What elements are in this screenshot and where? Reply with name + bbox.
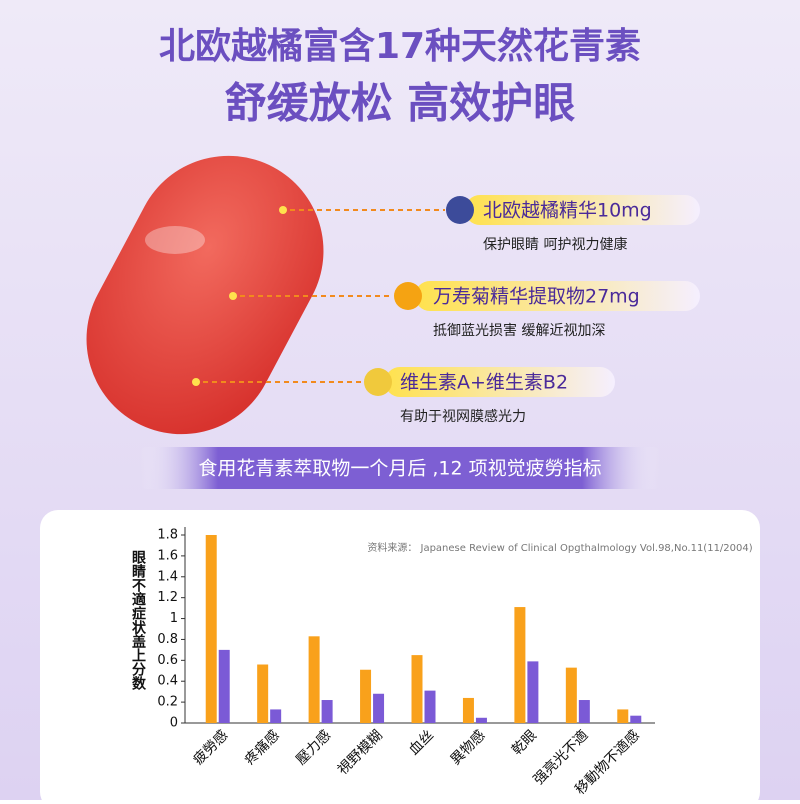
label-pill bbox=[465, 195, 700, 225]
bar bbox=[617, 709, 629, 723]
callout: 维生素A+维生素B2 有助于视网膜感光力 bbox=[192, 367, 615, 425]
banner-text: 食用花青素萃取物一个月后 ,12 项视觉疲勞指标 bbox=[198, 458, 601, 480]
banner bbox=[140, 447, 660, 489]
bar bbox=[565, 667, 577, 723]
bar bbox=[514, 607, 526, 723]
y-tick-label: 0 bbox=[170, 716, 178, 731]
capsule-shine bbox=[145, 226, 205, 254]
callout-label: 维生素A+维生素B2 bbox=[400, 372, 568, 394]
title: 北欧越橘富含17种天然花青素 bbox=[159, 25, 641, 67]
bar bbox=[205, 535, 217, 723]
dot bbox=[229, 292, 237, 300]
bar bbox=[308, 636, 320, 723]
bar bbox=[257, 664, 269, 723]
dot bbox=[192, 378, 200, 386]
y-tick-label: 0.2 bbox=[157, 695, 178, 710]
vitamin-icon bbox=[364, 368, 392, 396]
bar bbox=[321, 700, 333, 723]
bar bbox=[462, 697, 474, 723]
bar bbox=[630, 715, 642, 723]
callout: 北欧越橘精华10mg 保护眼睛 呵护视力健康 bbox=[279, 195, 700, 253]
bar bbox=[270, 709, 282, 723]
bar bbox=[424, 690, 436, 723]
y-tick-label: 0.6 bbox=[157, 653, 178, 668]
blueberry-icon bbox=[446, 196, 474, 224]
bar bbox=[527, 661, 539, 723]
y-tick-label: 1.4 bbox=[157, 569, 178, 584]
source-note: 资料来源： Japanese Review of Clinical Opgtha… bbox=[367, 541, 752, 554]
chart-panel bbox=[40, 510, 760, 804]
y-tick-label: 0.8 bbox=[157, 632, 178, 647]
y-tick-label: 1.8 bbox=[157, 528, 178, 543]
y-tick-label: 1.6 bbox=[157, 548, 178, 563]
y-tick-label: 1.2 bbox=[157, 590, 178, 605]
callout-desc: 有助于视网膜感光力 bbox=[400, 408, 526, 425]
y-axis-label: 眼睛不適症状盖上分数 bbox=[130, 550, 146, 691]
callout-label: 北欧越橘精华10mg bbox=[483, 200, 652, 222]
y-tick-label: 1 bbox=[170, 611, 178, 626]
bar bbox=[475, 717, 487, 723]
label-pill bbox=[415, 281, 700, 311]
callout: 万寿菊精华提取物27mg 抵御蓝光损害 缓解近视加深 bbox=[229, 281, 700, 339]
label-pill bbox=[385, 367, 615, 397]
bar bbox=[218, 649, 230, 723]
y-tick-label: 0.4 bbox=[157, 674, 178, 689]
capsule bbox=[86, 155, 324, 435]
bar bbox=[578, 700, 590, 723]
subtitle: 舒缓放松 高效护眼 bbox=[225, 79, 576, 128]
callout-label: 万寿菊精华提取物27mg bbox=[433, 286, 640, 308]
callout-desc: 抵御蓝光损害 缓解近视加深 bbox=[433, 323, 605, 339]
marigold-icon bbox=[394, 282, 422, 310]
dot bbox=[279, 206, 287, 214]
bar bbox=[360, 669, 372, 723]
callout-desc: 保护眼睛 呵护视力健康 bbox=[483, 236, 627, 253]
bar bbox=[411, 655, 423, 723]
bar bbox=[373, 693, 385, 723]
